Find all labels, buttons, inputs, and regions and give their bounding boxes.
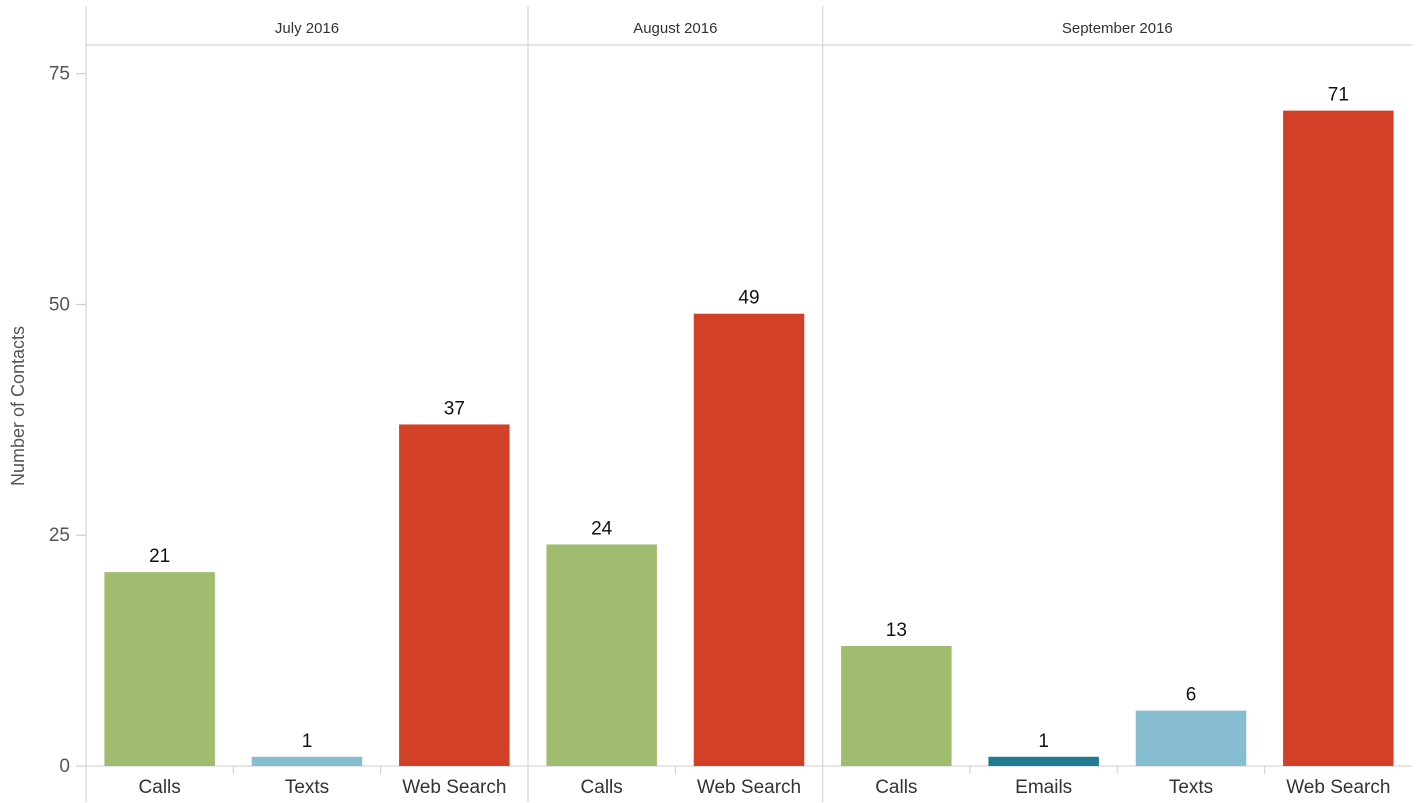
y-tick-label-50: 50 [49, 294, 70, 315]
data-label-july-2016-calls: 21 [149, 546, 170, 567]
bar-august-2016-calls [546, 544, 657, 766]
bar-september-2016-web-search [1283, 110, 1394, 767]
y-tick-label-0: 0 [59, 756, 70, 777]
data-label-august-2016-calls: 24 [591, 518, 613, 539]
data-label-july-2016-texts: 1 [302, 731, 313, 752]
x-axis-labels: Calls Texts Web Search Calls Web Search Calls… [139, 777, 1391, 798]
x-label-september-2016-texts: Texts [1169, 777, 1213, 798]
panel-title-september-2016: September 2016 [1062, 20, 1173, 37]
bars [104, 110, 1394, 767]
x-label-september-2016-web-search: Web Search [1286, 777, 1390, 798]
bar-september-2016-texts [1135, 710, 1247, 766]
bar-july-2016-calls [104, 572, 215, 766]
data-label-september-2016-calls: 13 [886, 620, 907, 641]
panel-title-july-2016: July 2016 [275, 20, 339, 37]
x-label-august-2016-web-search: Web Search [697, 777, 801, 798]
x-label-september-2016-calls: Calls [875, 777, 917, 798]
panel-titles: July 2016 August 2016 September 2016 [275, 20, 1173, 37]
panel-title-august-2016: August 2016 [633, 20, 717, 37]
x-label-july-2016-web-search: Web Search [402, 777, 506, 798]
bar-september-2016-calls [841, 646, 952, 766]
data-label-september-2016-emails: 1 [1038, 731, 1049, 752]
bar-september-2016-emails [988, 756, 1099, 766]
x-label-july-2016-texts: Texts [285, 777, 329, 798]
y-axis: 0 25 50 75 [49, 64, 86, 777]
data-label-july-2016-web-search: 37 [444, 398, 465, 419]
y-tick-label-75: 75 [49, 64, 70, 85]
bar-july-2016-texts [251, 756, 363, 766]
x-label-july-2016-calls: Calls [139, 777, 181, 798]
y-axis-title: Number of Contacts [8, 326, 28, 486]
bar-august-2016-web-search [693, 313, 805, 766]
x-label-september-2016-emails: Emails [1015, 777, 1072, 798]
data-label-september-2016-web-search: 71 [1328, 85, 1349, 106]
x-label-august-2016-calls: Calls [581, 777, 623, 798]
y-tick-label-25: 25 [49, 525, 70, 546]
data-label-august-2016-web-search: 49 [738, 288, 759, 309]
data-labels: 21 1 37 24 49 13 1 6 71 [149, 85, 1349, 752]
bar-july-2016-web-search [399, 424, 510, 766]
data-label-september-2016-texts: 6 [1186, 685, 1197, 706]
